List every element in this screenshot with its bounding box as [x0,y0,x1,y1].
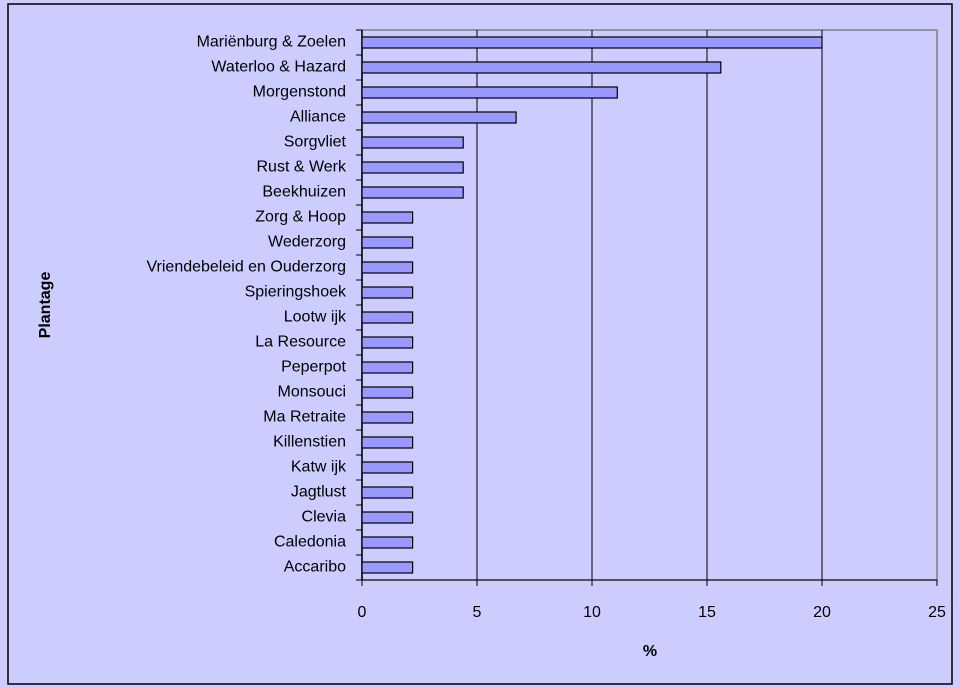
y-tick-label: Ma Retraite [263,409,346,426]
y-tick-label: Mariënburg & Zoelen [197,34,346,51]
y-axis-title: Plantage [37,272,54,339]
y-tick-label: Morgenstond [253,84,346,101]
y-tick-label: Spieringshoek [245,284,347,301]
x-tick-label: 10 [583,604,601,621]
x-tick-label: 20 [813,604,831,621]
x-tick-label: 0 [358,604,367,621]
bar [361,286,414,299]
bar [361,61,722,74]
y-tick-label: Accaribo [284,559,346,576]
y-tick-label: Beekhuizen [262,184,346,201]
bar [361,211,414,224]
x-tick-label: 25 [928,604,946,621]
bar [361,461,414,474]
bar [361,136,464,149]
y-tick-label: La Resource [255,334,346,351]
bar [361,311,414,324]
y-tick-label: Peperpot [281,359,346,376]
y-tick-label: Clevia [302,509,347,526]
y-tick-label: Lootw ijk [284,309,347,326]
y-tick-label: Caledonia [274,534,346,551]
y-tick-label: Killenstien [273,434,346,451]
y-tick-label: Monsouci [278,384,346,401]
bar [361,261,414,274]
bar [361,386,414,399]
bar [361,436,414,449]
y-tick-label: Rust & Werk [257,159,348,176]
bar [361,486,414,499]
bar [361,336,414,349]
bar [361,536,414,549]
y-tick-label: Katw ijk [291,459,347,476]
y-tick-label: Alliance [290,109,346,126]
x-tick-label: 5 [473,604,482,621]
y-tick-label: Vriendebeleid en Ouderzorg [146,259,346,276]
bar [361,186,464,199]
bar [361,36,823,49]
x-tick-label: 15 [698,604,716,621]
y-tick-label: Waterloo & Hazard [211,59,346,76]
y-tick-label: Zorg & Hoop [255,209,346,226]
bar [361,511,414,524]
bar [361,236,414,249]
bar [361,86,618,99]
bar [361,161,464,174]
y-tick-label: Wederzorg [268,234,346,251]
bar [361,411,414,424]
bar [361,561,414,574]
bar [361,361,414,374]
x-axis-title: % [643,643,657,660]
y-tick-label: Sorgvliet [284,134,347,151]
y-tick-label: Jagtlust [291,484,347,501]
bar [361,111,517,124]
